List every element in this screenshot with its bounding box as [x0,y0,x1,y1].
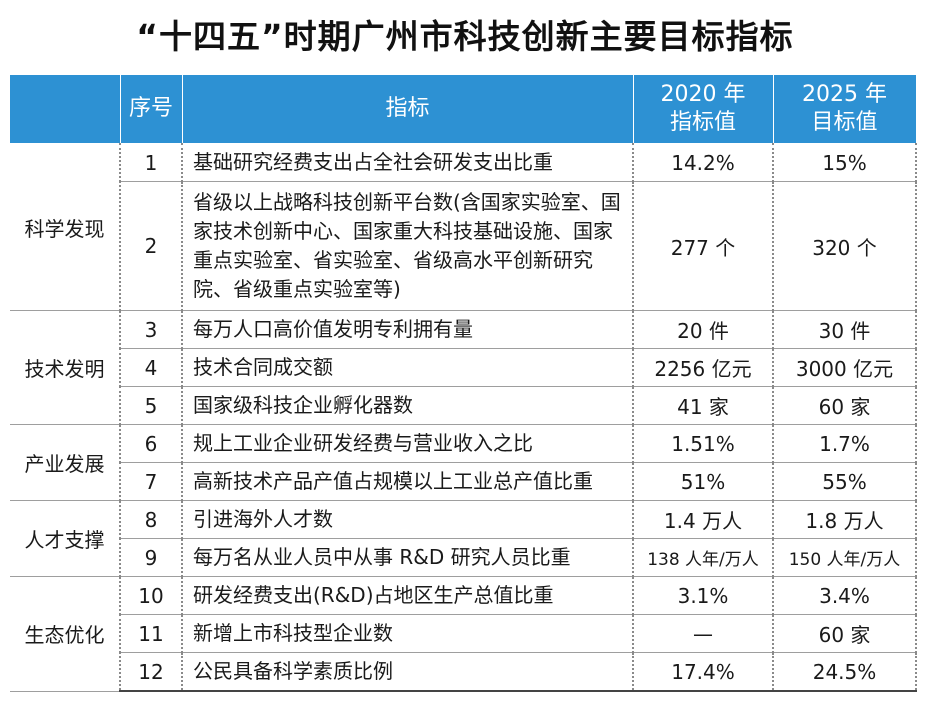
header-2020-label: 指标值 [634,109,773,137]
row-indicator: 省级以上战略科技创新平台数(含国家实验室、国家技术创新中心、国家重大科技基础设施… [182,182,633,311]
row-value-2020: 17.4% [633,653,773,692]
row-value-2020: 2256 亿元 [633,349,773,387]
row-indicator: 基础研究经费支出占全社会研发支出比重 [182,144,633,182]
header-category [10,75,120,144]
row-seq: 8 [120,501,182,539]
table-row: 技术发明 3 每万人口高价值发明专利拥有量 20 件 30 件 [10,311,916,349]
row-value-2020: 14.2% [633,144,773,182]
row-indicator: 每万名从业人员中从事 R&D 研究人员比重 [182,539,633,577]
row-indicator: 技术合同成交额 [182,349,633,387]
row-value-2025: 60 家 [773,387,916,425]
row-value-2025: 1.7% [773,425,916,463]
row-value-2025: 55% [773,463,916,501]
table-row: 4 技术合同成交额 2256 亿元 3000 亿元 [10,349,916,387]
row-indicator: 引进海外人才数 [182,501,633,539]
row-value-2025: 320 个 [773,182,916,311]
header-2020-year: 2020 年 [634,81,773,109]
row-value-2020: — [633,615,773,653]
row-indicator: 新增上市科技型企业数 [182,615,633,653]
row-value-2025: 24.5% [773,653,916,692]
row-seq: 2 [120,182,182,311]
table-row: 生态优化 10 研发经费支出(R&D)占地区生产总值比重 3.1% 3.4% [10,577,916,615]
header-2025-label: 目标值 [774,109,916,137]
row-indicator: 国家级科技企业孵化器数 [182,387,633,425]
row-seq: 9 [120,539,182,577]
row-value-2025: 1.8 万人 [773,501,916,539]
row-value-2025: 3000 亿元 [773,349,916,387]
row-seq: 1 [120,144,182,182]
table-row: 7 高新技术产品产值占规模以上工业总产值比重 51% 55% [10,463,916,501]
row-indicator: 高新技术产品产值占规模以上工业总产值比重 [182,463,633,501]
page-title: “十四五”时期广州市科技创新主要目标指标 [0,10,930,58]
header-2025-year: 2025 年 [774,81,916,109]
row-seq: 11 [120,615,182,653]
row-indicator: 每万人口高价值发明专利拥有量 [182,311,633,349]
row-seq: 7 [120,463,182,501]
row-seq: 3 [120,311,182,349]
category-ecosystem: 生态优化 [10,577,120,692]
row-value-2020: 1.4 万人 [633,501,773,539]
row-value-2025: 60 家 [773,615,916,653]
row-value-2020: 3.1% [633,577,773,615]
table-row: 2 省级以上战略科技创新平台数(含国家实验室、国家技术创新中心、国家重大科技基础… [10,182,916,311]
row-seq: 10 [120,577,182,615]
table-row: 产业发展 6 规上工业企业研发经费与营业收入之比 1.51% 1.7% [10,425,916,463]
row-value-2020: 51% [633,463,773,501]
row-value-2020: 1.51% [633,425,773,463]
table-row: 11 新增上市科技型企业数 — 60 家 [10,615,916,653]
row-indicator: 规上工业企业研发经费与营业收入之比 [182,425,633,463]
row-value-2020: 138 人年/万人 [633,539,773,577]
row-value-2020: 277 个 [633,182,773,311]
header-2020: 2020 年 指标值 [633,75,773,144]
table-row: 9 每万名从业人员中从事 R&D 研究人员比重 138 人年/万人 150 人年… [10,539,916,577]
row-value-2025: 3.4% [773,577,916,615]
table-row: 12 公民具备科学素质比例 17.4% 24.5% [10,653,916,692]
row-seq: 6 [120,425,182,463]
row-seq: 4 [120,349,182,387]
category-industry: 产业发展 [10,425,120,501]
category-talent: 人才支撑 [10,501,120,577]
indicator-table: 序号 指标 2020 年 指标值 2025 年 目标值 科学发现 1 基础研究经… [10,74,917,692]
row-value-2025: 30 件 [773,311,916,349]
table-row: 人才支撑 8 引进海外人才数 1.4 万人 1.8 万人 [10,501,916,539]
row-value-2020: 41 家 [633,387,773,425]
table-row: 科学发现 1 基础研究经费支出占全社会研发支出比重 14.2% 15% [10,144,916,182]
row-value-2025: 150 人年/万人 [773,539,916,577]
category-invention: 技术发明 [10,311,120,425]
header-indicator: 指标 [182,75,633,144]
table-header-row: 序号 指标 2020 年 指标值 2025 年 目标值 [10,75,916,144]
header-2025: 2025 年 目标值 [773,75,916,144]
table-row: 5 国家级科技企业孵化器数 41 家 60 家 [10,387,916,425]
row-value-2020: 20 件 [633,311,773,349]
category-science: 科学发现 [10,144,120,311]
row-indicator: 研发经费支出(R&D)占地区生产总值比重 [182,577,633,615]
row-seq: 5 [120,387,182,425]
row-indicator: 公民具备科学素质比例 [182,653,633,692]
row-seq: 12 [120,653,182,692]
row-value-2025: 15% [773,144,916,182]
header-seq: 序号 [120,75,182,144]
